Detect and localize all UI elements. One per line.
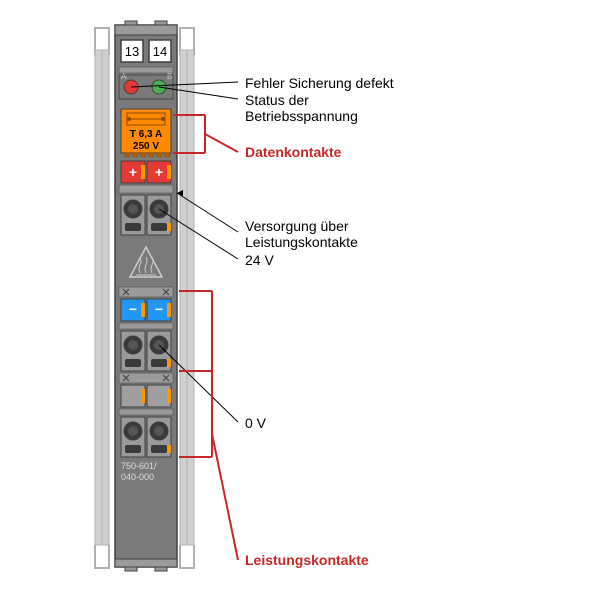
label-datenkontakte: Datenkontakte: [245, 144, 341, 160]
label-24v: 24 V: [245, 252, 274, 268]
label-status2: Betriebsspannung: [245, 108, 358, 124]
svg-text:−: −: [129, 301, 137, 317]
svg-text:250 V: 250 V: [133, 141, 159, 152]
label-supply2: Leistungskontakte: [245, 234, 358, 250]
svg-text:−: −: [155, 301, 163, 317]
svg-text:+: +: [155, 164, 163, 180]
svg-text:13: 13: [125, 44, 139, 59]
label-leistungskontakte: Leistungskontakte: [245, 552, 369, 568]
svg-text:A: A: [121, 72, 127, 81]
svg-text:+: +: [129, 164, 137, 180]
svg-text:B: B: [167, 72, 172, 81]
svg-text:14: 14: [153, 44, 167, 59]
label-status1: Status der: [245, 92, 309, 108]
label-error: Fehler Sicherung defekt: [245, 75, 394, 91]
svg-text:750-601/: 750-601/: [121, 461, 157, 471]
label-0v: 0 V: [245, 415, 266, 431]
svg-text:040-000: 040-000: [121, 472, 154, 482]
label-supply1: Versorgung über: [245, 218, 349, 234]
svg-text:T 6,3 A: T 6,3 A: [130, 129, 162, 140]
